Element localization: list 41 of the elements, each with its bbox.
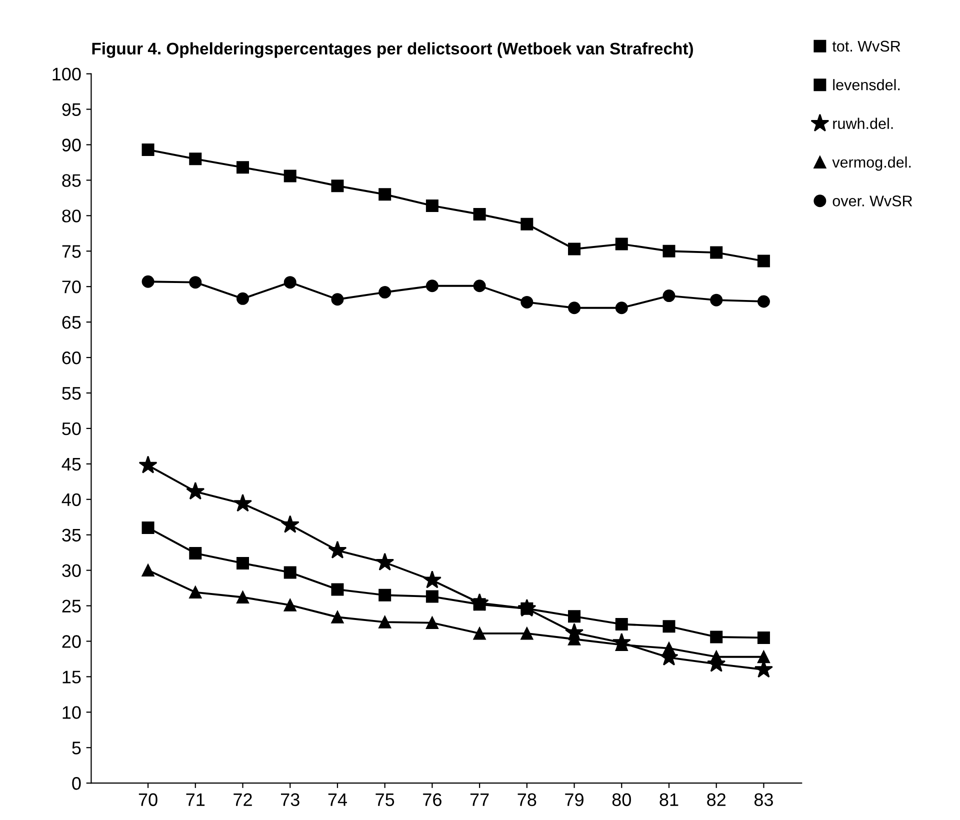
y-tick-label: 35	[62, 528, 81, 542]
y-tick-label: 45	[62, 458, 81, 471]
x-tick-label: 73	[280, 793, 300, 806]
x-tick-label: 77	[470, 793, 489, 806]
y-tick-label: 75	[62, 245, 81, 258]
y-tick-label: 85	[62, 174, 81, 187]
x-tick-label: 82	[707, 793, 726, 806]
chart-title: Figuur 4. Ophelderingspercentages per delictsoort (Wetboek van Strafrecht)	[92, 42, 693, 58]
x-tick-label: 72	[234, 793, 252, 806]
y-tick-label: 25	[62, 600, 81, 612]
y-tick-label: 100	[52, 68, 81, 81]
y-tick-label: 95	[62, 103, 81, 116]
x-tick-label: 75	[376, 793, 394, 806]
y-tick-label: 60	[62, 351, 81, 364]
y-tick-label: 55	[62, 387, 81, 400]
y-tick-label: 15	[62, 670, 81, 684]
y-tick-label: 90	[62, 138, 81, 152]
x-tick-label: 78	[518, 793, 536, 806]
legend-label: tot. WvSR	[832, 40, 900, 52]
y-tick-label: 5	[72, 742, 81, 754]
x-tick-label: 83	[754, 793, 773, 806]
y-tick-label: 10	[62, 706, 81, 719]
x-tick-label: 74	[328, 793, 347, 806]
y-tick-label: 20	[62, 635, 81, 648]
x-tick-label: 70	[138, 793, 158, 806]
y-tick-label: 40	[62, 493, 81, 506]
x-tick-label: 80	[612, 793, 631, 806]
legend-label: over. WvSR	[832, 196, 912, 206]
y-tick-label: 65	[62, 316, 81, 329]
x-tick-label: 76	[423, 793, 442, 806]
x-tick-label: 79	[565, 793, 584, 806]
y-tick-label: 50	[62, 422, 81, 436]
x-tick-label: 71	[186, 793, 205, 806]
legend-label: ruwh.del.	[833, 118, 893, 130]
legend-label: levensdel.	[833, 79, 900, 90]
y-tick-label: 30	[62, 564, 81, 578]
legend-label: vermog.del.	[832, 156, 911, 171]
x-tick-label: 81	[660, 793, 678, 806]
y-tick-label: 0	[72, 777, 81, 790]
y-tick-label: 80	[62, 210, 81, 222]
y-tick-label: 70	[62, 280, 81, 294]
